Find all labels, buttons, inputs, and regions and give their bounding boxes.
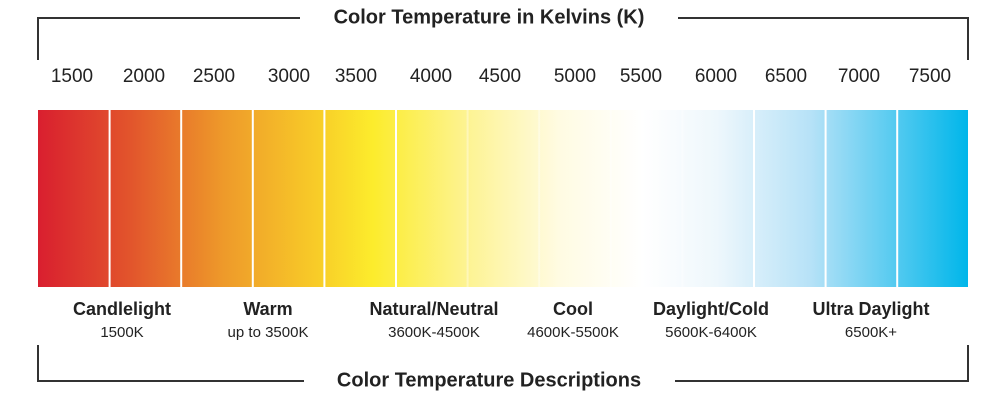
footer-title: Color Temperature Descriptions <box>337 369 641 391</box>
description-range: 1500K <box>100 324 143 341</box>
title: Color Temperature in Kelvins (K) <box>334 6 645 28</box>
scale-label: 6500 <box>765 66 807 87</box>
descriptions: Candlelight 1500K Warm up to 3500K Natural/N… <box>73 299 930 341</box>
gradient-bar <box>38 110 968 287</box>
scale-label: 5000 <box>554 66 596 87</box>
scale-label: 1500 <box>51 66 93 87</box>
description-name: Daylight/Cold <box>653 299 769 319</box>
scale-label: 4000 <box>410 66 452 87</box>
scale-labels: 1500 2000 2500 3000 3500 4000 4500 5000 5500 6000… <box>51 66 951 87</box>
description-range: up to 3500K <box>228 324 309 341</box>
top-bracket <box>37 17 969 60</box>
scale-label: 3000 <box>268 66 310 87</box>
description-name: Warm <box>243 299 292 319</box>
scale-label: 7000 <box>838 66 880 87</box>
scale-label: 3500 <box>335 66 377 87</box>
scale-label: 4500 <box>479 66 521 87</box>
scale-label: 7500 <box>909 66 951 87</box>
separators <box>108 110 899 287</box>
description-name: Candlelight <box>73 299 171 319</box>
description-name: Ultra Daylight <box>812 299 929 319</box>
scale-label: 2500 <box>193 66 235 87</box>
description-range: 3600K-4500K <box>388 324 480 341</box>
description-name: Cool <box>553 299 593 319</box>
scale-label: 5500 <box>620 66 662 87</box>
description-range: 6500K+ <box>845 324 897 341</box>
description-range: 5600K-6400K <box>665 324 757 341</box>
scale-label: 6000 <box>695 66 737 87</box>
scale-label: 2000 <box>123 66 165 87</box>
description-name: Natural/Neutral <box>369 299 498 319</box>
bottom-bracket <box>37 345 969 382</box>
description-range: 4600K-5500K <box>527 324 619 341</box>
